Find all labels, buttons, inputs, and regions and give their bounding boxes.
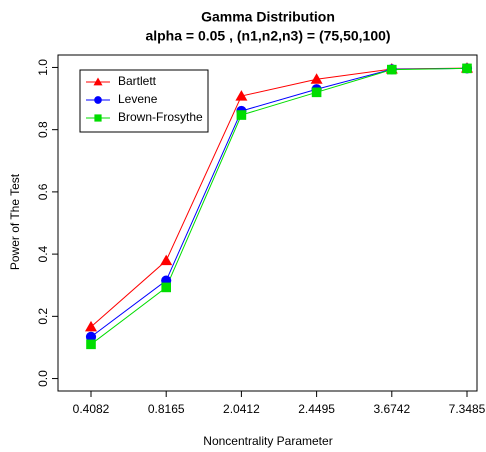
- y-axis-label: Power of The Test: [8, 173, 22, 270]
- y-tick-label: 0.4: [36, 245, 50, 262]
- y-tick-label: 0.8: [36, 121, 50, 138]
- legend-label: Bartlett: [118, 74, 157, 88]
- x-tick-label: 7.3485: [449, 402, 486, 416]
- chart-subtitle: alpha = 0.05 , (n1,n2,n3) = (75,50,100): [145, 28, 390, 44]
- chart-title: Gamma Distribution: [201, 9, 335, 25]
- point: [86, 339, 96, 350]
- x-tick-label: 2.4495: [298, 402, 335, 416]
- x-tick-label: 2.0412: [223, 402, 260, 416]
- y-tick-label: 0.2: [36, 308, 50, 325]
- x-tick-label: 3.6742: [373, 402, 410, 416]
- point: [85, 320, 97, 332]
- x-tick-label: 0.4082: [73, 402, 110, 416]
- legend-marker: [94, 96, 102, 104]
- point: [387, 64, 397, 75]
- point: [310, 73, 323, 84]
- point: [236, 110, 247, 120]
- series-line: [90, 67, 468, 345]
- x-tick-label: 0.8165: [148, 402, 185, 416]
- point: [462, 63, 472, 74]
- legend-label: Brown-Frosythe: [118, 110, 203, 124]
- point: [161, 282, 171, 293]
- x-axis-label: Noncentrality Parameter: [203, 434, 332, 448]
- legend-label: Levene: [118, 92, 158, 106]
- legend-marker: [93, 77, 103, 86]
- plot-frame: [57, 54, 478, 392]
- y-tick-label: 0.0: [36, 370, 50, 387]
- y-tick-label: 0.6: [36, 183, 50, 200]
- legend-marker: [94, 114, 102, 122]
- y-tick-label: 1.0: [36, 59, 50, 76]
- point: [160, 254, 173, 266]
- point: [235, 90, 248, 101]
- point: [85, 331, 97, 342]
- point: [311, 87, 322, 98]
